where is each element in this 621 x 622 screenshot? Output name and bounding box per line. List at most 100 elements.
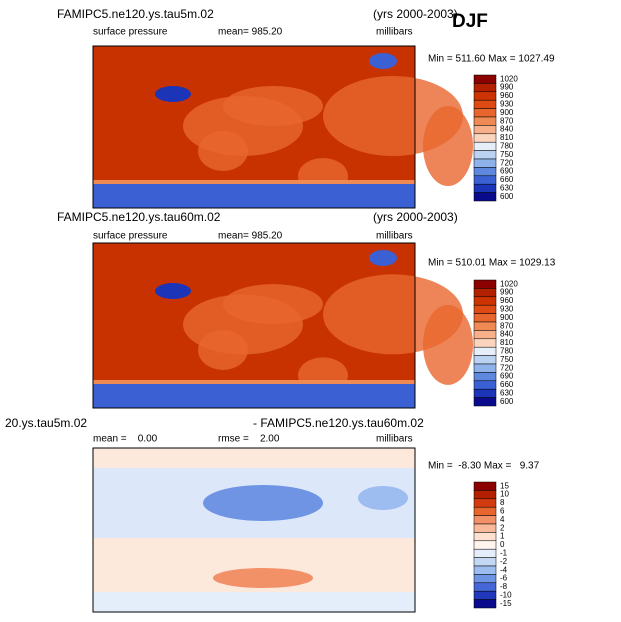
colorbar-box (473, 167, 497, 177)
colorbar-label: 660 (500, 380, 514, 389)
colorbar-label: 750 (500, 355, 514, 364)
panel-minmax: Min = -8.30 Max = 9.37 (428, 461, 540, 472)
colorbar-box (473, 540, 497, 550)
colorbar-label: 930 (500, 305, 514, 314)
colorbar-box (473, 175, 497, 185)
antarctica-coast (93, 380, 415, 384)
colorbar-box (473, 330, 497, 340)
colorbar-label: 810 (500, 338, 514, 347)
colorbar-box (473, 498, 497, 508)
colorbar-label: 660 (500, 175, 514, 184)
colorbar-box (473, 590, 497, 600)
panel-minmax: Min = 510.01 Max = 1029.13 (428, 258, 556, 269)
colorbar-box (473, 83, 497, 93)
land-region (223, 86, 323, 126)
colorbar-box (473, 397, 497, 407)
colorbar-box (473, 99, 497, 109)
land-region (223, 284, 323, 325)
colorbar-label: 870 (500, 116, 514, 125)
pacific-low (203, 485, 323, 521)
colorbar-label: 0 (500, 540, 505, 549)
colorbar-box (473, 557, 497, 567)
panel-units: millibars (376, 434, 413, 445)
colorbar-box (473, 363, 497, 373)
colorbar-box (473, 279, 497, 289)
panel-variable: mean = 0.00 (93, 434, 158, 445)
map-frame (92, 447, 416, 613)
colorbar-box (473, 565, 497, 575)
colorbar-label: 1020 (500, 279, 518, 288)
colorbar-box (473, 296, 497, 306)
colorbar-box (473, 490, 497, 500)
colorbar-box (473, 183, 497, 193)
colorbar-label: 870 (500, 321, 514, 330)
colorbar-label: 8 (500, 498, 505, 507)
colorbar-box (473, 313, 497, 323)
colorbar-label: 1 (500, 532, 505, 541)
atlantic-low (358, 486, 408, 510)
colorbar-label: 930 (500, 100, 514, 109)
colorbar-box (473, 599, 497, 609)
colorbar-box (473, 108, 497, 118)
colorbar-label: 720 (500, 158, 514, 167)
panel-title: 20.ys.tau5m.02 (5, 416, 87, 430)
colorbar-label: 840 (500, 330, 514, 339)
colorbar-box (473, 515, 497, 525)
colorbar-label: 10 (500, 490, 509, 499)
colorbar-box (473, 91, 497, 101)
antarctica-region (93, 592, 415, 612)
panel-stat: rmse = 2.00 (218, 434, 280, 445)
panel-stat: mean= 985.20 (218, 231, 283, 242)
colorbar-label: 780 (500, 347, 514, 356)
colorbar-label: 2 (500, 523, 505, 532)
colorbar-box (473, 141, 497, 151)
colorbar-label: 600 (500, 397, 514, 406)
colorbar-label: 690 (500, 167, 514, 176)
colorbar-box (473, 582, 497, 592)
colorbar-box (473, 532, 497, 542)
panel-years: (yrs 2000-2003) (373, 7, 458, 21)
land-region (198, 131, 248, 171)
season-label: DJF (452, 11, 488, 32)
colorbar-box (473, 355, 497, 365)
panel-variable: surface pressure (93, 27, 168, 38)
antarctica-region (93, 183, 415, 208)
antarctica-region (93, 383, 415, 408)
colorbar-box (473, 158, 497, 168)
colorbar-label: 1020 (500, 74, 518, 83)
colorbar-label: 900 (500, 313, 514, 322)
colorbar-label: 630 (500, 389, 514, 398)
tibet-region (155, 86, 191, 102)
colorbar-label: -1 (500, 549, 508, 558)
panel-title: FAMIPC5.ne120.ys.tau5m.02 (57, 7, 214, 21)
colorbar-label: -4 (500, 565, 508, 574)
colorbar-label: -6 (500, 574, 508, 583)
panel-stat: mean= 985.20 (218, 27, 283, 38)
colorbar-box (473, 321, 497, 331)
colorbar-label: -15 (500, 599, 512, 608)
panel-minmax: Min = 511.60 Max = 1027.49 (428, 54, 555, 65)
colorbar-label: 960 (500, 91, 514, 100)
panel-title: FAMIPC5.ne120.ys.tau60m.02 (57, 210, 221, 224)
panel-years: - FAMIPC5.ne120.ys.tau60m.02 (253, 416, 424, 430)
colorbar-label: 4 (500, 515, 505, 524)
colorbar-label: 900 (500, 108, 514, 117)
colorbar-box (473, 133, 497, 143)
panel-units: millibars (376, 231, 413, 242)
land-region (423, 106, 473, 186)
tibet-region (155, 283, 191, 299)
colorbar-label: -10 (500, 591, 512, 600)
colorbar-box (473, 288, 497, 298)
colorbar-box (473, 74, 497, 84)
colorbar-label: 720 (500, 363, 514, 372)
colorbar-label: 960 (500, 296, 514, 305)
colorbar-label: 840 (500, 125, 514, 134)
colorbar-box (473, 346, 497, 356)
colorbar-box (473, 506, 497, 516)
colorbar-box (473, 523, 497, 533)
colorbar-box (473, 574, 497, 584)
map-frame (92, 45, 416, 209)
southern-high (213, 568, 313, 588)
colorbar-label: 780 (500, 142, 514, 151)
colorbar-box (473, 150, 497, 160)
